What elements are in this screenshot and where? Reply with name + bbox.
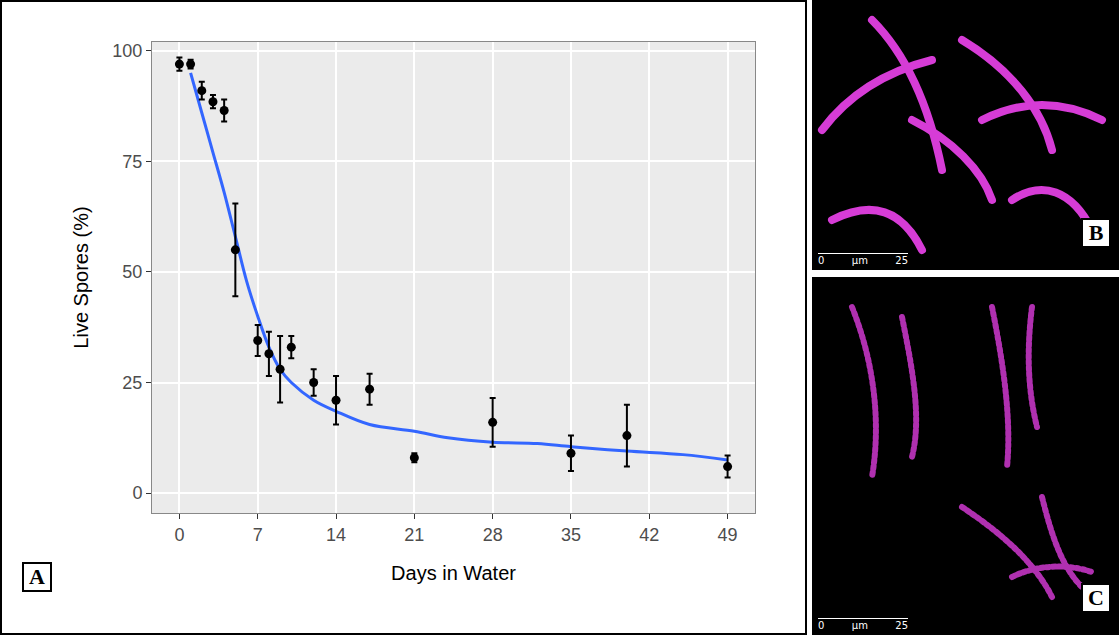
svg-text:100: 100 xyxy=(112,41,142,61)
html-text:0: 0 xyxy=(818,255,825,266)
svg-text:Days in Water: Days in Water xyxy=(391,562,516,584)
svg-text:42: 42 xyxy=(639,525,659,545)
html-text:C: C xyxy=(1088,585,1104,610)
svg-text:75: 75 xyxy=(122,152,142,172)
svg-text:0: 0 xyxy=(174,525,184,545)
svg-text:0: 0 xyxy=(132,483,142,503)
html-text:0: 0 xyxy=(818,620,825,631)
svg-text:28: 28 xyxy=(483,525,503,545)
html-text:25: 25 xyxy=(895,620,908,631)
svg-text:25: 25 xyxy=(122,373,142,393)
svg-text:Live Spores (%): Live Spores (%) xyxy=(70,206,92,348)
html-text:µm: µm xyxy=(851,620,868,631)
html-text:µm: µm xyxy=(851,255,868,266)
html-text:25: 25 xyxy=(895,255,908,266)
svg-text:21: 21 xyxy=(404,525,424,545)
svg-text:35: 35 xyxy=(561,525,581,545)
svg-text:50: 50 xyxy=(122,262,142,282)
svg-text:14: 14 xyxy=(326,525,346,545)
html-text:B: B xyxy=(1088,220,1104,245)
svg-text:49: 49 xyxy=(718,525,738,545)
html-text:A: A xyxy=(29,564,45,589)
svg-text:7: 7 xyxy=(253,525,263,545)
